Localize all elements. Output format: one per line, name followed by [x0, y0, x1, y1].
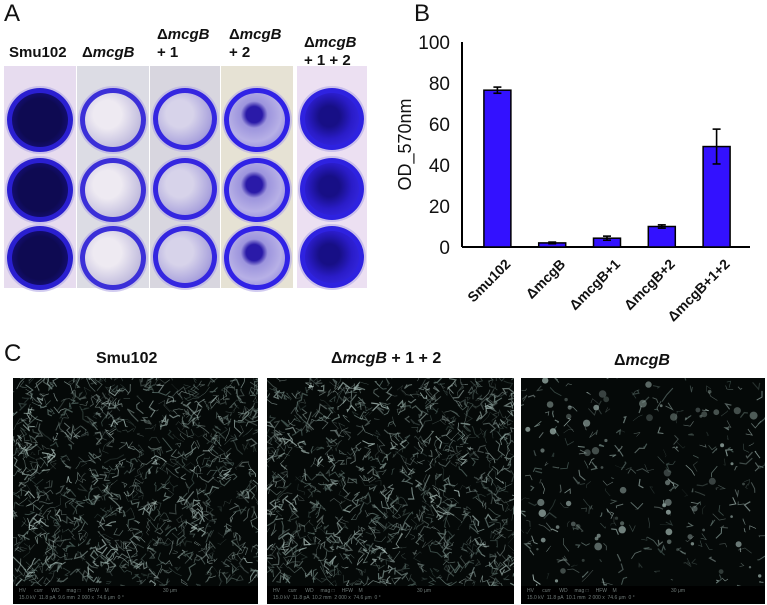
sem-image-mcgb-1-2: HV curr WD mag □ HFW M 30 μm 15.0 kV 11.…: [267, 378, 514, 604]
panel-a-label-mcgb: ΔmcgB: [82, 44, 135, 61]
panel-c-letter: C: [4, 340, 22, 367]
panel-a-letter: A: [4, 0, 21, 27]
biofilm-well: [300, 226, 364, 288]
panel-c-label-mcgb-1-2: ΔmcgB + 1 + 2: [331, 350, 442, 367]
y-tick-label: 100: [418, 33, 450, 54]
sem-info-bar: HV curr WD mag □ HFW M 30 μm 15.0 kV 11.…: [521, 586, 765, 604]
x-tick-label: Smu102: [464, 256, 513, 305]
biofilm-well: [80, 88, 146, 152]
x-tick-label: ΔmcgB+2: [621, 256, 678, 313]
biofilm-well: [300, 158, 364, 220]
sem-info-bar: HV curr WD mag □ HFW M 30 μm 15.0 kV 11.…: [267, 586, 514, 604]
y-tick-label: 80: [429, 74, 450, 95]
y-tick-label: 20: [429, 197, 450, 218]
panel-c-label-mcgb: ΔmcgB: [614, 352, 670, 369]
bar: [647, 225, 677, 248]
biofilm-well: [7, 226, 73, 290]
biofilm-well: [224, 158, 290, 222]
sem-info-bar: HV curr WD mag □ HFW M 30 μm 15.0 kV 11.…: [13, 586, 258, 604]
panel-a-label-mcgb-1-2: ΔmcgB + 1 + 2: [304, 34, 357, 69]
biofilm-well: [224, 88, 290, 152]
panel-a-label-mcgb-1: ΔmcgB + 1: [157, 26, 210, 61]
biofilm-well: [153, 226, 217, 288]
biofilm-well: [224, 226, 290, 290]
x-tick-label: ΔmcgB: [522, 256, 568, 302]
panel-b-letter: B: [414, 0, 431, 27]
biofilm-well: [153, 88, 217, 150]
sem-image-smu102: HV curr WD mag □ HFW M 30 μm 15.0 kV 11.…: [13, 378, 258, 604]
y-tick-label: 40: [429, 156, 450, 177]
bar: [483, 89, 512, 248]
y-tick-label: 60: [429, 115, 450, 136]
biofilm-well: [80, 158, 146, 222]
biofilm-well: [80, 226, 146, 290]
x-tick-label: ΔmcgB+1: [566, 256, 623, 313]
panel-c-label-smu102: Smu102: [96, 350, 158, 367]
biofilm-well: [300, 88, 364, 150]
biofilm-well: [153, 158, 217, 220]
biofilm-od-bar-chart: 0 20 40 60 80 100 OD_570nm Smu102 ΔmcgBΔmcgB+1Δm…: [395, 33, 750, 324]
sem-image-mcgb: HV curr WD mag □ HFW M 30 μm 15.0 kV 11.…: [521, 378, 765, 604]
y-axis-label: OD_570nm: [395, 98, 416, 190]
y-tick-label: 0: [439, 238, 450, 259]
biofilm-well: [7, 88, 73, 152]
panel-a-label-smu102: Smu102: [9, 44, 67, 61]
biofilm-well: [7, 158, 73, 222]
panel-a-label-mcgb-2: ΔmcgB + 2: [229, 26, 282, 61]
